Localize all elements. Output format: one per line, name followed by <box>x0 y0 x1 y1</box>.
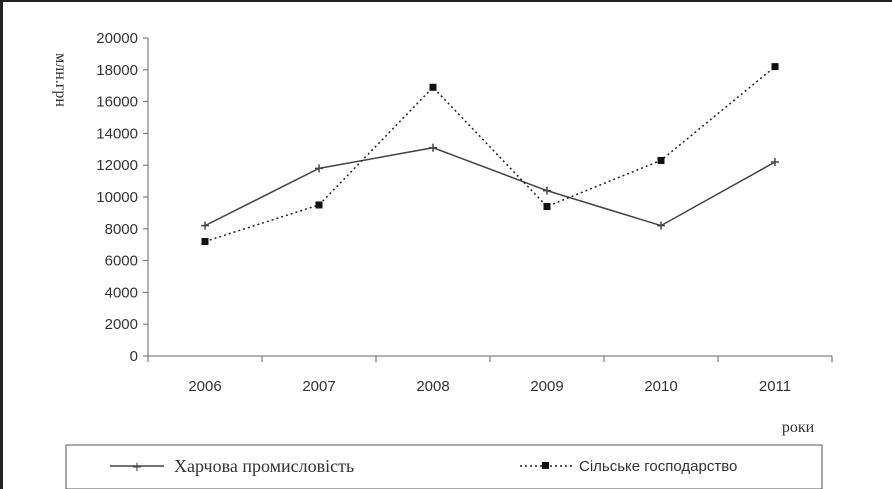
y-tick-label: 4000 <box>105 284 138 301</box>
x-tick-label: 2008 <box>416 378 449 395</box>
y-tick-label: 12000 <box>96 157 138 174</box>
tick-labels: 2000018000160001400012000100008000600040… <box>96 30 791 395</box>
data-point <box>201 238 209 246</box>
y-tick-label: 18000 <box>96 62 138 79</box>
legend-marker-food: + <box>132 460 143 475</box>
data-point <box>657 221 665 230</box>
x-tick-label: 2007 <box>302 378 335 395</box>
x-tick-label: 2011 <box>759 378 791 395</box>
data-point <box>429 83 437 91</box>
legend-label-agri: Сільське господарство <box>579 458 737 475</box>
series-line-2 <box>204 66 776 243</box>
legend-box <box>65 444 823 489</box>
x-tick-label: 2009 <box>530 378 563 395</box>
y-tick-label: 8000 <box>105 221 138 238</box>
y-tick-label: 0 <box>130 348 138 365</box>
x-axis-title: роки <box>782 419 815 436</box>
series-line-1 <box>204 146 776 227</box>
y-tick-label: 14000 <box>96 125 138 142</box>
series-lines <box>204 66 776 243</box>
data-point <box>771 158 779 167</box>
y-tick-label: 10000 <box>96 189 138 206</box>
data-point <box>315 164 323 173</box>
axes <box>143 37 833 362</box>
y-tick-label: 2000 <box>105 316 138 333</box>
legend-label-food: Харчова промисловість <box>174 456 354 476</box>
data-point <box>429 143 437 152</box>
data-point <box>201 221 209 230</box>
series-markers <box>201 63 779 246</box>
data-point <box>543 186 551 195</box>
y-axis-title: млн.грн <box>52 53 69 107</box>
y-tick-label: 16000 <box>96 94 138 111</box>
x-tick-label: 2010 <box>644 378 677 395</box>
y-tick-label: 20000 <box>96 30 138 47</box>
data-point <box>771 63 779 71</box>
data-point <box>657 156 665 164</box>
legend-marker-agri <box>542 462 549 469</box>
data-point <box>543 203 551 211</box>
y-tick-label: 6000 <box>105 253 138 270</box>
data-point <box>315 201 323 209</box>
x-tick-label: 2006 <box>188 378 221 395</box>
legend: + Харчова промисловість Сільське господа… <box>65 444 823 489</box>
